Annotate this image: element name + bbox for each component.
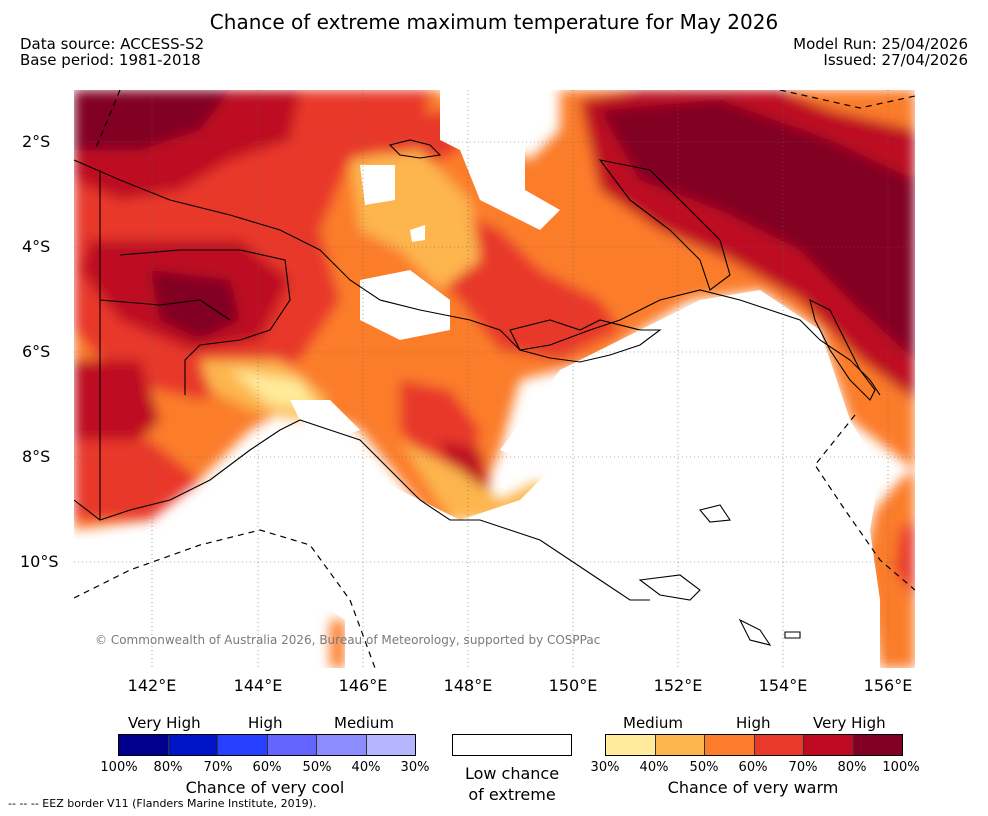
cool-pct-40: 40% — [351, 760, 381, 775]
lon-label-156e: 156°E — [863, 676, 913, 695]
graticule — [74, 90, 915, 668]
warm-swatch-6 — [853, 735, 902, 755]
warm-swatch-4 — [754, 735, 804, 755]
cool-pct-100: 100% — [100, 760, 138, 775]
cool-head-medium: Medium — [334, 714, 394, 732]
cool-swatch-6 — [366, 735, 415, 755]
eez-note: -- -- -- EEZ border V11 (Flanders Marine… — [8, 797, 317, 810]
cool-swatch-4 — [267, 735, 317, 755]
warm-head-high: High — [736, 714, 771, 732]
warm-swatch-3 — [705, 735, 755, 755]
meta-left: Data source: ACCESS-S2 Base period: 1981… — [20, 36, 204, 68]
lon-label-152e: 152°E — [653, 676, 703, 695]
low-chance-label-2: of extreme — [468, 785, 556, 804]
warm-swatch-2 — [655, 735, 705, 755]
cool-swatch-2 — [168, 735, 218, 755]
warm-head-medium: Medium — [623, 714, 683, 732]
warm-colorbar — [605, 734, 903, 756]
cool-head-very-high: Very High — [128, 714, 201, 732]
warm-swatch-5 — [804, 735, 854, 755]
warm-swatch-1 — [606, 735, 656, 755]
coastlines — [74, 139, 881, 646]
cool-swatch-5 — [317, 735, 367, 755]
warm-pct-40: 40% — [639, 760, 669, 775]
data-source: Data source: ACCESS-S2 — [20, 35, 205, 53]
model-run: Model Run: 25/04/2026 — [793, 35, 968, 53]
lat-label-4s: 4°S — [22, 237, 51, 256]
warm-pct-50: 50% — [689, 760, 719, 775]
cool-head-high: High — [248, 714, 283, 732]
lon-label-154e: 154°E — [758, 676, 808, 695]
cool-pct-30: 30% — [400, 760, 430, 775]
copyright-notice: © Commonwealth of Australia 2026, Bureau… — [95, 633, 601, 647]
warm-pct-30: 30% — [590, 760, 620, 775]
cool-pct-60: 60% — [252, 760, 282, 775]
map-title: Chance of extreme maximum temperature fo… — [209, 10, 779, 34]
warm-pct-100: 100% — [882, 760, 920, 775]
low-chance-label-1: Low chance — [464, 764, 560, 783]
lon-label-144e: 144°E — [233, 676, 283, 695]
cool-pct-50: 50% — [302, 760, 332, 775]
warm-pct-70: 70% — [788, 760, 818, 775]
lon-label-148e: 148°E — [443, 676, 493, 695]
lat-label-10s: 10°S — [20, 552, 59, 571]
low-chance-swatch — [452, 734, 572, 756]
base-period: Base period: 1981-2018 — [20, 51, 201, 69]
cool-pct-70: 70% — [203, 760, 233, 775]
warm-head-very-high: Very High — [813, 714, 886, 732]
lat-label-2s: 2°S — [22, 132, 51, 151]
lat-label-8s: 8°S — [22, 447, 51, 466]
cool-swatch-3 — [218, 735, 268, 755]
lon-label-150e: 150°E — [548, 676, 598, 695]
probability-field — [74, 90, 915, 668]
warm-pct-60: 60% — [738, 760, 768, 775]
meta-right: Model Run: 25/04/2026 Issued: 27/04/2026 — [793, 36, 968, 68]
warm-pct-80: 80% — [837, 760, 867, 775]
cool-colorbar — [118, 734, 416, 756]
issued-date: Issued: 27/04/2026 — [823, 51, 968, 69]
warm-legend-title: Chance of very warm — [667, 778, 839, 797]
cool-legend-title: Chance of very cool — [185, 778, 345, 797]
lon-label-146e: 146°E — [338, 676, 388, 695]
eez-borders — [74, 90, 915, 668]
cool-swatch-1 — [119, 735, 169, 755]
lat-label-6s: 6°S — [22, 342, 51, 361]
lon-label-142e: 142°E — [127, 676, 177, 695]
cool-pct-80: 80% — [153, 760, 183, 775]
